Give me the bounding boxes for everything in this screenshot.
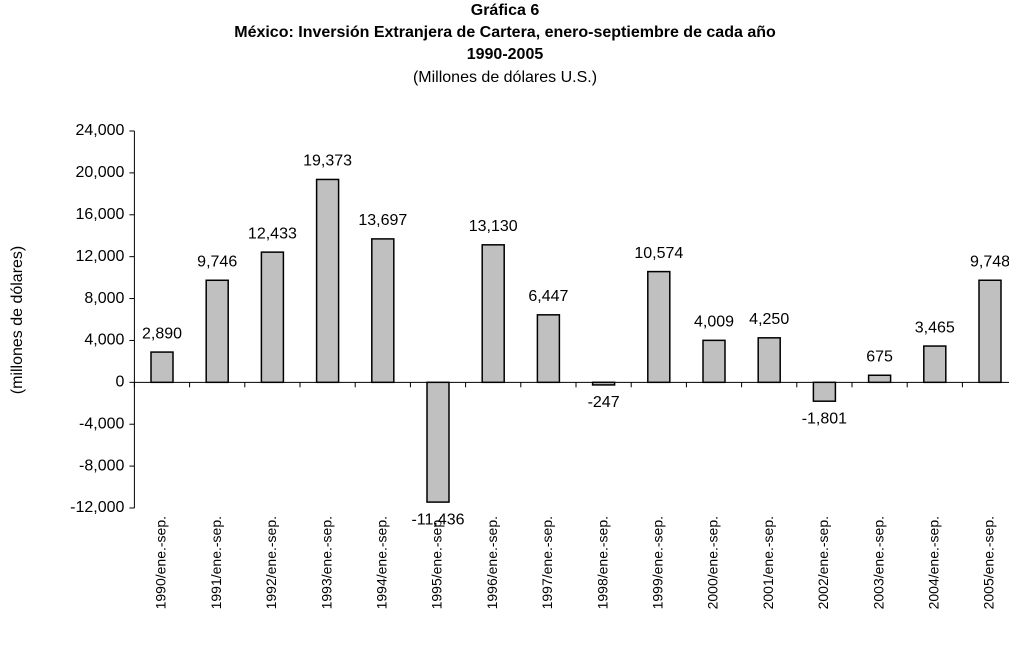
bar (978, 279, 1002, 384)
bar (371, 238, 395, 384)
value-label: -247 (588, 394, 620, 411)
value-label: 4,250 (749, 311, 789, 328)
y-tick-label: 4,000 (84, 332, 124, 349)
chart-title-line: 1990-2005 (467, 46, 544, 63)
x-tick-label: 2004/ene.-sep. (926, 516, 942, 609)
y-tick-label: -12,000 (70, 499, 124, 516)
value-label: -1,801 (802, 410, 847, 427)
x-tick-label: 1995/ene.-sep. (429, 516, 445, 609)
bar (205, 279, 229, 384)
bar (426, 381, 450, 503)
x-tick-label: 1990/ene.-sep. (153, 516, 169, 609)
bar (536, 314, 561, 384)
bar (647, 270, 671, 384)
x-tick-label: 2002/ene.-sep. (815, 516, 831, 609)
y-tick-label: 0 (115, 374, 124, 391)
bar (481, 244, 505, 384)
y-tick-label: 16,000 (75, 206, 124, 223)
bar (757, 337, 781, 384)
chart-subtitle: (Millones de dólares U.S.) (413, 69, 597, 86)
x-tick-label: 1997/ene.-sep. (539, 516, 555, 609)
y-tick-label: 24,000 (75, 122, 124, 139)
y-tick-label: 12,000 (75, 248, 124, 265)
value-label: -11,436 (411, 511, 464, 528)
bar (150, 351, 174, 384)
value-label: 6,447 (528, 288, 568, 305)
x-tick-label: 2001/ene.-sep. (760, 516, 776, 609)
bar (923, 345, 947, 384)
value-label: 9,748 (970, 253, 1009, 270)
y-tick-label: 20,000 (75, 164, 124, 181)
value-label: 19,373 (303, 153, 352, 170)
value-label: 12,433 (248, 225, 297, 242)
x-tick-label: 2005/ene.-sep. (981, 516, 997, 609)
x-tick-label: 1993/ene.-sep. (318, 516, 334, 609)
chart-title-line: México: Inversión Extranjera de Cartera,… (234, 24, 776, 41)
value-label: 2,890 (142, 325, 182, 342)
bar (315, 178, 340, 384)
bar (812, 381, 837, 402)
x-tick-label: 1999/ene.-sep. (650, 516, 666, 609)
bar (260, 251, 285, 384)
value-label: 4,009 (694, 314, 734, 331)
chart-title: Gráfica 6 (471, 2, 540, 19)
x-tick-label: 2000/ene.-sep. (705, 516, 721, 609)
bar (867, 374, 892, 384)
x-tick-label: 1992/ene.-sep. (263, 516, 279, 609)
value-label: 675 (866, 348, 893, 365)
value-label: 13,130 (469, 218, 518, 235)
value-label: 10,574 (634, 245, 683, 262)
value-label: 9,746 (197, 253, 237, 270)
y-tick-label: -8,000 (79, 457, 124, 474)
y-tick-label: 8,000 (84, 290, 124, 307)
x-tick-label: 1994/ene.-sep. (374, 516, 390, 609)
x-tick-label: 1998/ene.-sep. (594, 516, 610, 609)
y-axis-label: (millones de dólares) (9, 246, 26, 395)
x-tick-label: 1996/ene.-sep. (484, 516, 500, 609)
value-label: 13,697 (358, 212, 407, 229)
x-tick-label: 2003/ene.-sep. (870, 516, 886, 609)
y-tick-label: -4,000 (79, 415, 124, 432)
bar (702, 339, 726, 384)
bar (591, 381, 616, 386)
x-tick-label: 1991/ene.-sep. (208, 516, 224, 609)
value-label: 3,465 (915, 319, 955, 336)
